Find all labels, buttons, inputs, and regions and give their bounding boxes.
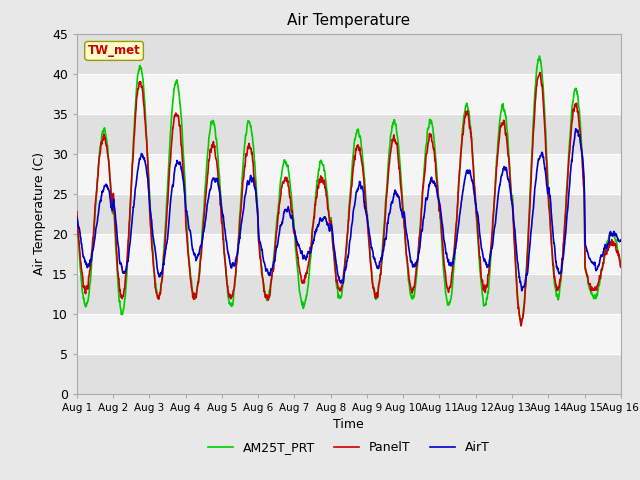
AM25T_PRT [518, 319, 525, 324]
Bar [77, 73, 621, 114]
PanelT [570, 106, 577, 112]
Bar [77, 114, 621, 154]
AM25T_PRT [507, 183, 515, 189]
PanelT [365, 233, 372, 239]
Bar [77, 234, 621, 274]
Line: AM25T_PRT: AM25T_PRT [77, 56, 621, 322]
Title: Air Temperature: Air Temperature [287, 13, 410, 28]
Y-axis label: Air Temperature (C): Air Temperature (C) [33, 152, 46, 275]
AirT [376, 258, 384, 264]
PanelT [517, 323, 525, 329]
AM25T_PRT [536, 53, 543, 59]
X-axis label: Time: Time [333, 418, 364, 431]
Bar [77, 154, 621, 193]
Legend: AM25T_PRT, PanelT, AirT: AM25T_PRT, PanelT, AirT [203, 436, 495, 459]
Bar [77, 34, 621, 73]
AirT [73, 215, 81, 220]
AirT [507, 191, 515, 197]
Bar [77, 354, 621, 394]
Bar [77, 193, 621, 234]
AirT [365, 223, 372, 229]
AM25T_PRT [225, 295, 232, 300]
Line: PanelT: PanelT [77, 72, 621, 326]
AirT [617, 237, 625, 243]
PanelT [536, 70, 544, 75]
Bar [77, 313, 621, 354]
Text: TW_met: TW_met [88, 44, 140, 58]
AM25T_PRT [570, 97, 577, 103]
PanelT [376, 272, 384, 278]
PanelT [225, 290, 232, 296]
AM25T_PRT [376, 273, 384, 279]
AM25T_PRT [584, 282, 592, 288]
Line: AirT: AirT [77, 129, 621, 291]
AM25T_PRT [365, 226, 372, 231]
Bar [77, 274, 621, 313]
PanelT [584, 279, 592, 285]
AM25T_PRT [73, 217, 81, 223]
AirT [225, 252, 232, 258]
PanelT [507, 183, 515, 189]
PanelT [73, 209, 81, 215]
PanelT [617, 264, 625, 270]
AirT [572, 126, 580, 132]
AirT [518, 288, 525, 294]
AirT [569, 148, 577, 154]
AirT [584, 252, 592, 258]
AM25T_PRT [617, 262, 625, 268]
